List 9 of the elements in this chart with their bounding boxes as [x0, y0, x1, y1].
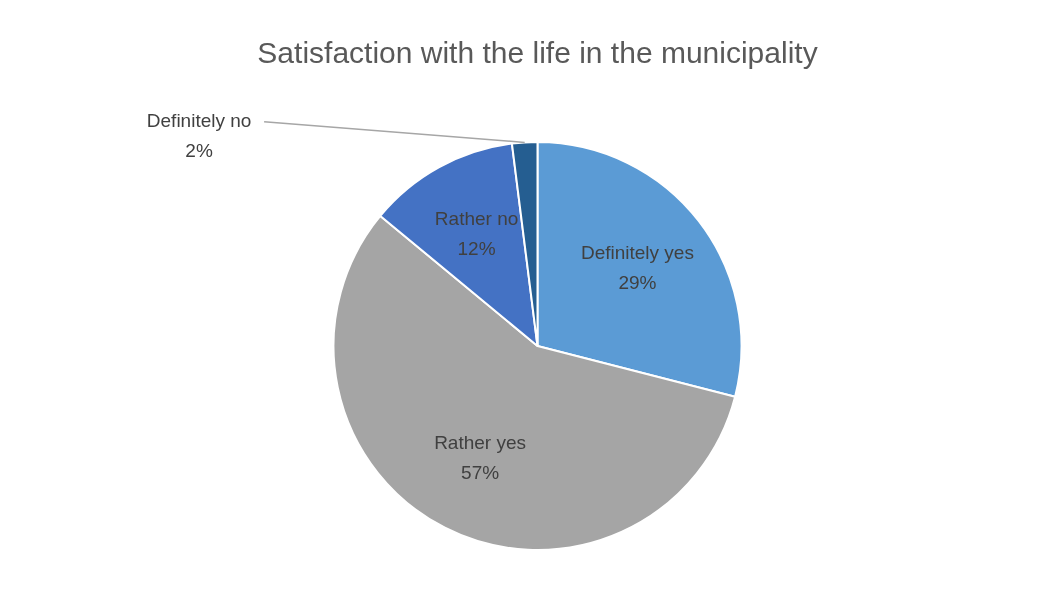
data-label: 2%: [185, 140, 213, 162]
slice-label: Definitely yes: [580, 241, 694, 263]
data-label: 57%: [461, 461, 500, 483]
slice-label: Rather no: [434, 208, 519, 230]
slice-label: Definitely no: [146, 110, 252, 132]
data-label: 12%: [457, 238, 496, 260]
chart-title: Satisfaction with the life in the municipality: [257, 36, 818, 70]
data-label: 29%: [618, 271, 657, 293]
slice-label: Rather yes: [434, 431, 527, 453]
